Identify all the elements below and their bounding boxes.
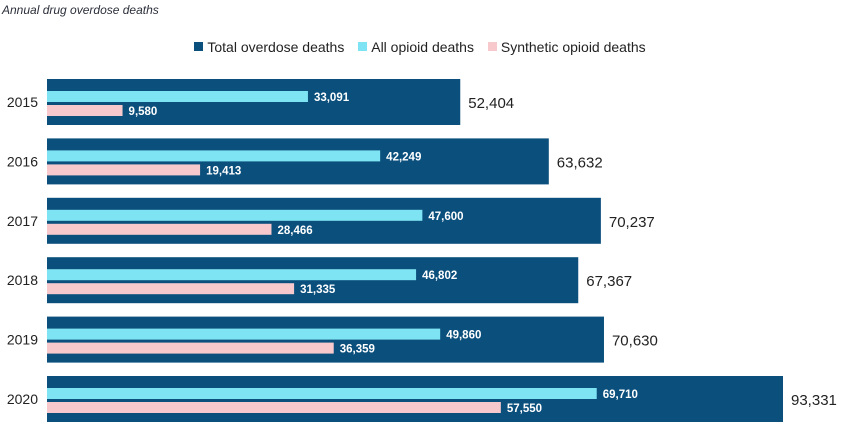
legend-item-total: Total overdose deaths bbox=[194, 39, 344, 55]
value-label-total-overdose-deaths-2019: 70,630 bbox=[612, 333, 658, 350]
value-label-total-overdose-deaths-2015: 52,404 bbox=[468, 95, 514, 112]
category-label-2017: 2017 bbox=[7, 213, 38, 229]
value-label-all-opioid-deaths-2015: 33,091 bbox=[314, 92, 350, 104]
value-label-total-overdose-deaths-2016: 63,632 bbox=[557, 154, 603, 171]
value-label-total-overdose-deaths-2018: 67,367 bbox=[586, 273, 632, 290]
legend-label-total: Total overdose deaths bbox=[207, 38, 345, 55]
value-label-all-opioid-deaths-2020: 69,710 bbox=[603, 389, 638, 401]
bar-all-opioid-deaths-2015 bbox=[47, 91, 308, 102]
bar-all-opioid-deaths-2019 bbox=[47, 328, 441, 340]
bar-all-opioid-deaths-2020 bbox=[47, 388, 597, 399]
legend-swatch-total bbox=[194, 42, 204, 51]
legend-label-synthetic: Synthetic opioid deaths bbox=[500, 38, 646, 55]
chart-title: Annual drug overdose deaths bbox=[2, 3, 159, 17]
bar-synthetic-opioid-deaths-2019 bbox=[47, 342, 334, 354]
legend: Total overdose deaths All opioid deaths … bbox=[0, 38, 850, 55]
legend-item-synthetic: Synthetic opioid deaths bbox=[487, 38, 646, 55]
value-label-all-opioid-deaths-2019: 49,860 bbox=[446, 330, 481, 342]
category-label-2015: 2015 bbox=[7, 94, 38, 110]
category-label-2016: 2016 bbox=[7, 153, 38, 169]
value-label-all-opioid-deaths-2017: 47,600 bbox=[428, 211, 463, 223]
value-label-all-opioid-deaths-2018: 46,802 bbox=[422, 270, 457, 282]
value-label-synthetic-opioid-deaths-2020: 57,550 bbox=[507, 403, 542, 415]
bar-synthetic-opioid-deaths-2018 bbox=[47, 283, 295, 295]
bar-all-opioid-deaths-2016 bbox=[47, 150, 381, 162]
value-label-synthetic-opioid-deaths-2017: 28,466 bbox=[277, 225, 312, 237]
value-label-synthetic-opioid-deaths-2016: 19,413 bbox=[206, 165, 241, 177]
legend-swatch-all-opioid bbox=[358, 42, 368, 51]
bar-all-opioid-deaths-2018 bbox=[47, 269, 417, 281]
value-label-synthetic-opioid-deaths-2018: 31,335 bbox=[300, 284, 336, 296]
value-label-synthetic-opioid-deaths-2015: 9,580 bbox=[129, 106, 158, 118]
category-label-2020: 2020 bbox=[7, 391, 38, 407]
bar-synthetic-opioid-deaths-2020 bbox=[47, 402, 501, 413]
category-label-2018: 2018 bbox=[7, 272, 38, 288]
bar-synthetic-opioid-deaths-2017 bbox=[47, 223, 272, 235]
legend-label-all-opioid: All opioid deaths bbox=[371, 38, 474, 55]
legend-swatch-synthetic bbox=[487, 42, 497, 51]
bar-synthetic-opioid-deaths-2016 bbox=[47, 164, 201, 176]
value-label-total-overdose-deaths-2020: 93,331 bbox=[791, 392, 837, 409]
bar-synthetic-opioid-deaths-2015 bbox=[47, 105, 123, 116]
value-label-all-opioid-deaths-2016: 42,249 bbox=[386, 151, 421, 163]
value-label-total-overdose-deaths-2017: 70,237 bbox=[609, 214, 655, 231]
value-label-synthetic-opioid-deaths-2019: 36,359 bbox=[340, 344, 375, 356]
category-label-2019: 2019 bbox=[7, 332, 38, 348]
legend-item-all-opioid: All opioid deaths bbox=[358, 39, 474, 55]
bar-all-opioid-deaths-2017 bbox=[47, 209, 423, 221]
